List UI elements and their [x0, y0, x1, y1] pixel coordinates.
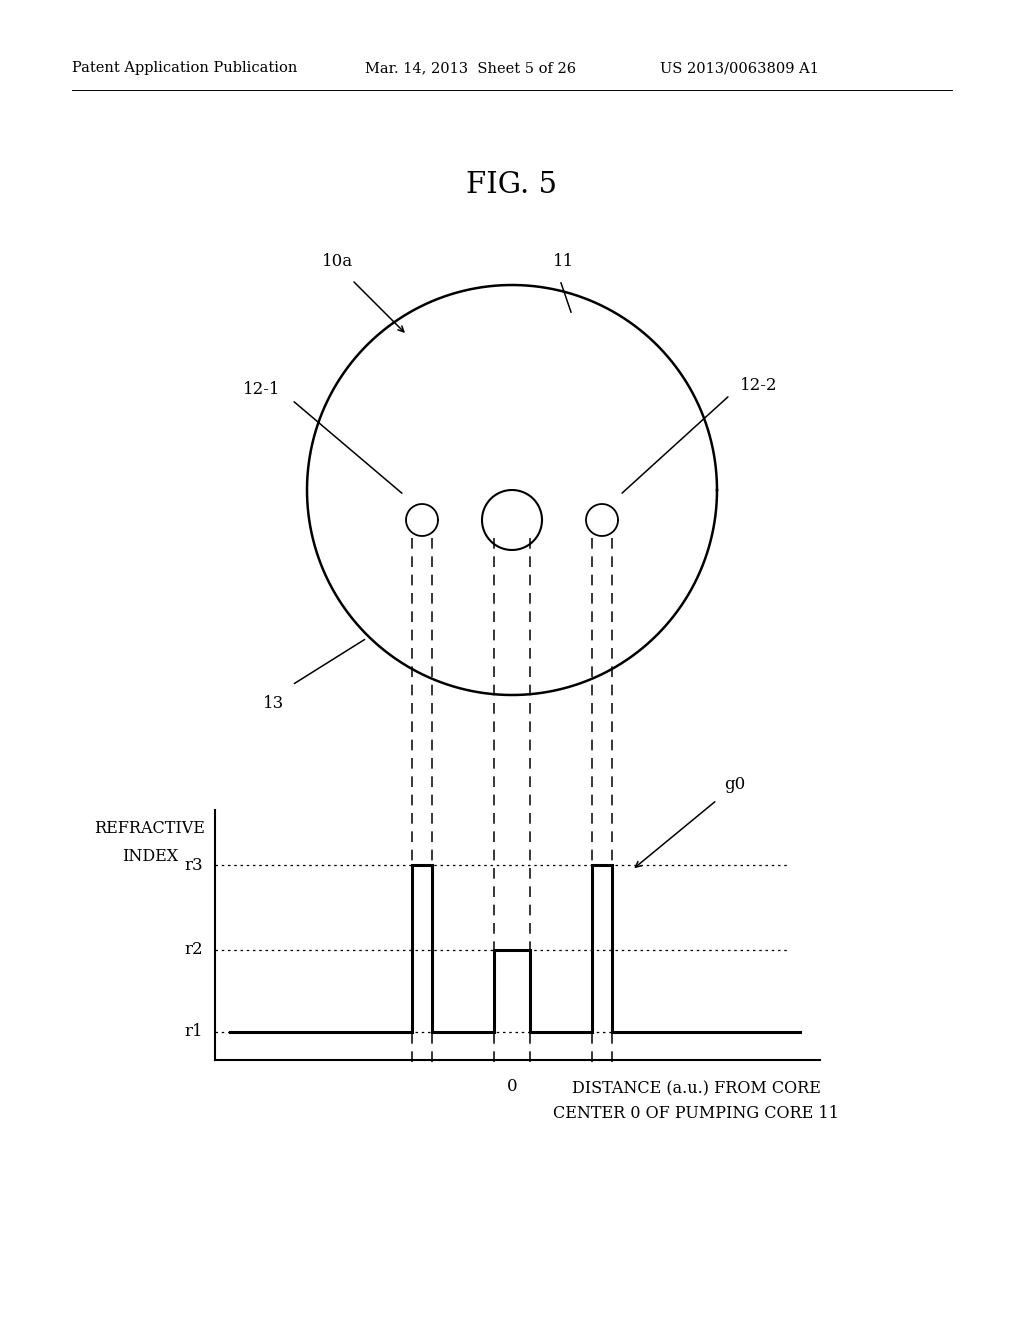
Text: INDEX: INDEX	[122, 847, 178, 865]
Text: g0: g0	[724, 776, 745, 793]
Text: r2: r2	[184, 941, 203, 958]
Text: 12-1: 12-1	[243, 381, 280, 399]
Text: DISTANCE (a.u.) FROM CORE: DISTANCE (a.u.) FROM CORE	[571, 1080, 820, 1097]
Text: 13: 13	[263, 696, 284, 711]
Text: 0: 0	[507, 1078, 517, 1096]
Text: r3: r3	[184, 857, 203, 874]
Text: 12-2: 12-2	[740, 376, 777, 393]
Text: 11: 11	[553, 253, 574, 271]
Text: CENTER 0 OF PUMPING CORE 11: CENTER 0 OF PUMPING CORE 11	[553, 1105, 839, 1122]
Text: REFRACTIVE: REFRACTIVE	[94, 820, 206, 837]
Text: Patent Application Publication: Patent Application Publication	[72, 61, 297, 75]
Text: US 2013/0063809 A1: US 2013/0063809 A1	[660, 61, 819, 75]
Text: r1: r1	[184, 1023, 203, 1040]
Text: Mar. 14, 2013  Sheet 5 of 26: Mar. 14, 2013 Sheet 5 of 26	[365, 61, 577, 75]
Text: FIG. 5: FIG. 5	[467, 172, 557, 199]
Text: 10a: 10a	[322, 253, 352, 271]
